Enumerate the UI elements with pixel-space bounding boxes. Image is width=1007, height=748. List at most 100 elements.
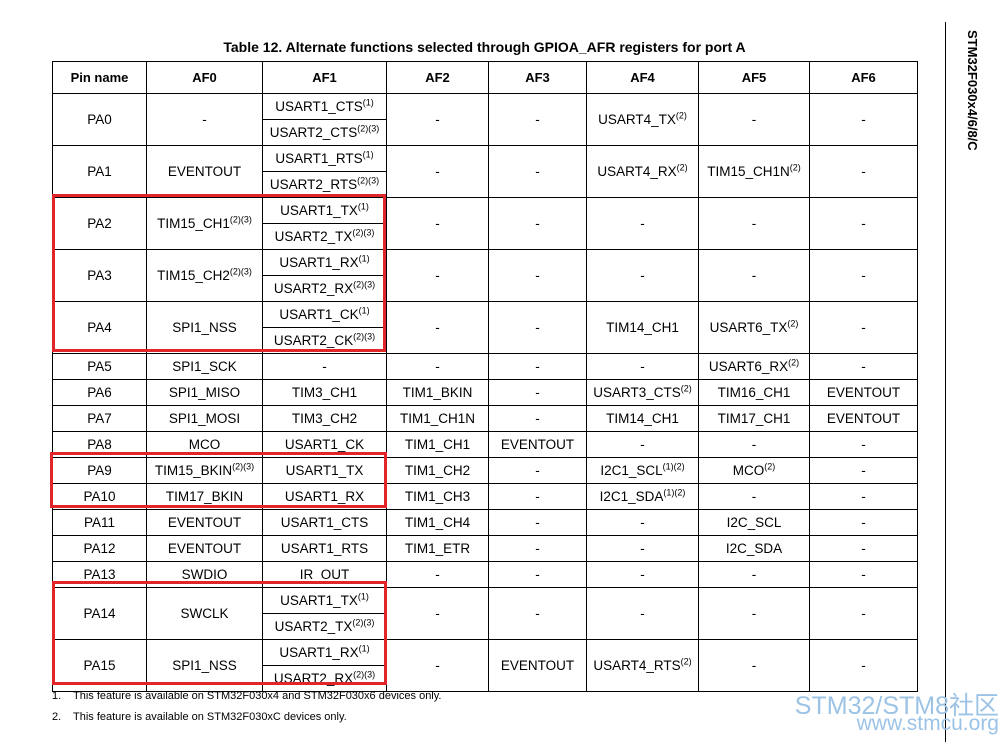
cell-text: - — [640, 216, 645, 231]
table-cell: EVENTOUT — [146, 509, 263, 536]
cell-text: - — [861, 320, 866, 335]
cell-text: TIM16_CH1 — [717, 385, 791, 400]
table-cell: - — [488, 509, 587, 536]
cell-text: - — [535, 385, 540, 400]
cell-line: USART2_TX(2)(3) — [263, 223, 386, 249]
cell-text: PA3 — [87, 268, 112, 283]
table-row: PA14 SWCLK USART1_TX(1) USART2_TX(2)(3) - - - -… — [52, 587, 918, 640]
cell-text: SPI1_NSS — [172, 658, 237, 673]
table-cell: USART1_RTS — [262, 535, 387, 562]
cell-line: USART2_CTS(2)(3) — [263, 119, 386, 145]
footnote-ref: (1) — [358, 305, 370, 316]
cell-text: - — [861, 164, 866, 179]
cell-text: TIM15_CH1N — [707, 164, 790, 179]
table-cell: PA14 — [52, 587, 147, 640]
cell-text: PA6 — [87, 385, 112, 400]
cell-text: PA8 — [87, 437, 112, 452]
table-cell: - — [488, 483, 587, 510]
header-cell: AF2 — [386, 61, 489, 94]
table-cell: TIM1_CH4 — [386, 509, 489, 536]
cell-text: USART6_RX — [708, 359, 789, 374]
footnote: 2. This feature is available on STM32F030… — [52, 711, 347, 723]
cell-text: - — [751, 606, 757, 621]
cell-text: EVENTOUT — [167, 164, 242, 179]
table-cell: USART1_TX — [262, 457, 387, 484]
side-label: STM32F030x4/6/8/C — [965, 30, 980, 151]
cell-line: USART2_RTS(2)(3) — [263, 171, 386, 197]
table-cell: - — [386, 639, 489, 692]
cell-text: - — [861, 463, 866, 478]
table-cell: PA4 — [52, 301, 147, 354]
watermark: www.stmcu.org — [856, 712, 999, 735]
cell-line: USART2_CK(2)(3) — [263, 327, 386, 353]
cell-text: - — [751, 437, 757, 452]
footnote-ref: (1) — [362, 97, 374, 108]
cell-text: USART1_RTS — [275, 151, 363, 166]
table-cell: PA12 — [52, 535, 147, 562]
table-cell: - — [488, 353, 587, 380]
cell-text: TIM17_BKIN — [165, 489, 244, 504]
table-cell: - — [809, 639, 918, 692]
cell-text: TIM14_CH1 — [606, 411, 679, 426]
highlight-box — [52, 581, 387, 685]
cell-text: - — [861, 112, 866, 127]
table-cell: TIM15_CH1(2)(3) — [146, 197, 263, 250]
footnote-ref: (2)(3) — [232, 461, 255, 472]
cell-text: USART1_RX — [279, 255, 359, 270]
table-row: PA12 EVENTOUT USART1_RTS TIM1_ETR - - I2C_SDA - — [52, 535, 918, 562]
cell-text: - — [435, 320, 440, 335]
table-cell: - — [809, 483, 918, 510]
cell-text: - — [535, 359, 540, 374]
highlight-box — [50, 452, 387, 508]
table-cell: - — [809, 249, 918, 302]
cell-text: - — [435, 606, 440, 621]
table-cell: - — [386, 561, 489, 588]
cell-line: USART4_TX(2) — [587, 107, 698, 132]
table-cell: - — [386, 301, 489, 354]
cell-text: - — [435, 164, 440, 179]
table-cell: TIM1_CH1N — [386, 405, 489, 432]
cell-line: USART1_CTS(1) — [263, 94, 386, 119]
table-cell: - — [698, 587, 810, 640]
cell-line: I2C1_SDA(1)(2) — [587, 484, 698, 509]
footnote-ref: (1)(2) — [663, 487, 686, 498]
cell-text: - — [861, 658, 866, 673]
table-cell: EVENTOUT — [146, 145, 263, 198]
cell-line: USART1_RX(1) — [263, 250, 386, 275]
table-cell: - — [146, 93, 263, 146]
footnote-ref: (2)(3) — [352, 227, 375, 238]
cell-text: - — [751, 489, 757, 504]
cell-text: EVENTOUT — [167, 515, 242, 530]
table-cell: USART4_RX(2) — [586, 145, 699, 198]
cell-text: PA9 — [87, 463, 112, 478]
cell-text: I2C_SCL — [726, 515, 782, 530]
table-cell: TIM1_BKIN — [386, 379, 489, 406]
table-cell: - — [698, 639, 810, 692]
table-cell: - — [488, 145, 587, 198]
footnote-ref: (2)(3) — [229, 266, 252, 277]
footnote-ref: (2)(3) — [229, 214, 252, 225]
cell-text: PA0 — [87, 112, 112, 127]
cell-text: PA2 — [87, 216, 112, 231]
cell-line: MCO(2) — [699, 458, 809, 483]
cell-text: PA13 — [83, 567, 116, 582]
table-cell: PA7 — [52, 405, 147, 432]
footnote-ref: (2) — [789, 162, 801, 173]
cell-text: USART2_CK — [273, 333, 354, 348]
table-row: PA1 EVENTOUT USART1_RTS(1) USART2_RTS(2)(3)… — [52, 145, 918, 198]
cell-text: USART4_TX — [598, 112, 676, 127]
table-cell: - — [809, 197, 918, 250]
table-cell: TIM14_CH1 — [586, 301, 699, 354]
cell-text: TIM1_CH1 — [404, 437, 471, 452]
table-cell: TIM1_CH2 — [386, 457, 489, 484]
cell-line: USART1_TX(1) — [263, 198, 386, 223]
footnote-ref: (2)(3) — [352, 617, 375, 628]
header-cell: Pin name — [52, 61, 147, 94]
table-cell: I2C_SCL — [698, 509, 810, 536]
cell-text: TIM15_CH1 — [157, 216, 230, 231]
footnote-ref: (2) — [764, 461, 776, 472]
table-cell: - — [809, 587, 918, 640]
footnote-ref: (2) — [680, 656, 692, 667]
table-cell: TIM3_CH1 — [262, 379, 387, 406]
table-row: PA2 TIM15_CH1(2)(3) USART1_TX(1) USART2_TX(… — [52, 197, 918, 250]
